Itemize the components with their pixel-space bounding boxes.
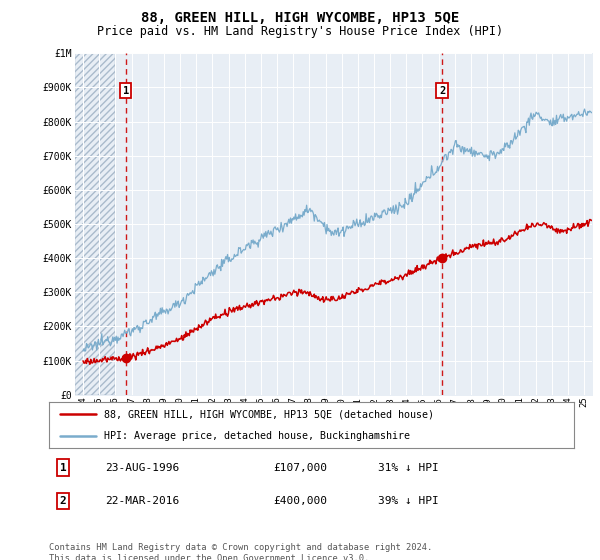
Text: £400,000: £400,000 bbox=[273, 496, 327, 506]
Text: 88, GREEN HILL, HIGH WYCOMBE, HP13 5QE (detached house): 88, GREEN HILL, HIGH WYCOMBE, HP13 5QE (… bbox=[104, 409, 434, 419]
Text: 1: 1 bbox=[59, 463, 67, 473]
Text: HPI: Average price, detached house, Buckinghamshire: HPI: Average price, detached house, Buck… bbox=[104, 431, 410, 441]
Text: 31% ↓ HPI: 31% ↓ HPI bbox=[378, 463, 439, 473]
Text: 1: 1 bbox=[122, 86, 129, 96]
Text: Price paid vs. HM Land Registry's House Price Index (HPI): Price paid vs. HM Land Registry's House … bbox=[97, 25, 503, 38]
Text: £107,000: £107,000 bbox=[273, 463, 327, 473]
Text: Contains HM Land Registry data © Crown copyright and database right 2024.
This d: Contains HM Land Registry data © Crown c… bbox=[49, 543, 433, 560]
Text: 88, GREEN HILL, HIGH WYCOMBE, HP13 5QE: 88, GREEN HILL, HIGH WYCOMBE, HP13 5QE bbox=[141, 11, 459, 25]
Text: 23-AUG-1996: 23-AUG-1996 bbox=[105, 463, 179, 473]
Text: 22-MAR-2016: 22-MAR-2016 bbox=[105, 496, 179, 506]
Text: 39% ↓ HPI: 39% ↓ HPI bbox=[378, 496, 439, 506]
Text: 2: 2 bbox=[59, 496, 67, 506]
Text: 2: 2 bbox=[439, 86, 445, 96]
